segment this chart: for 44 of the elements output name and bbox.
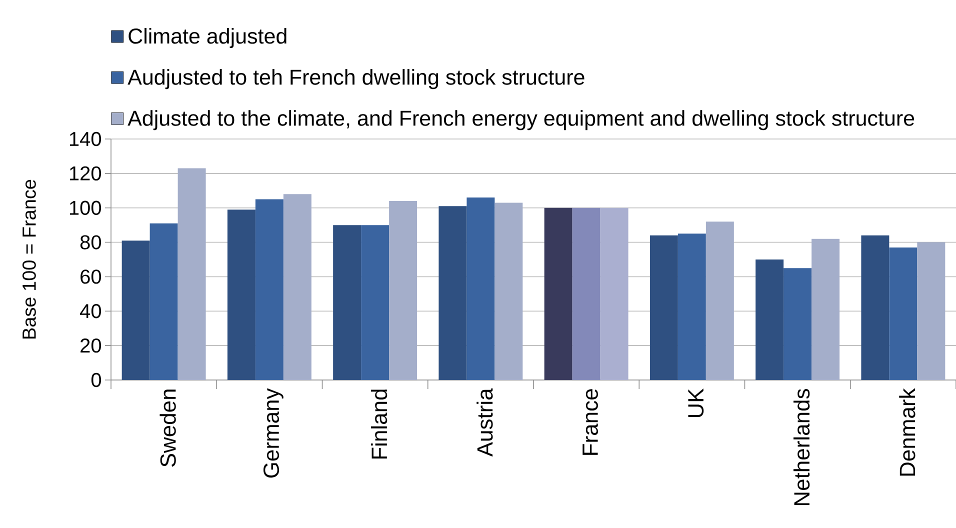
bar xyxy=(572,208,600,380)
bar xyxy=(678,234,706,380)
x-tick-label: Netherlands xyxy=(793,389,810,506)
bar xyxy=(178,168,206,380)
y-tick-label: 120 xyxy=(70,166,102,181)
bar xyxy=(784,268,812,380)
bar xyxy=(494,202,523,380)
legend-label: Adjusted to the climate, and French energy equipment and dwelling stock structure xyxy=(128,110,914,130)
bar xyxy=(283,194,312,380)
bar xyxy=(650,235,678,380)
bar xyxy=(706,222,734,380)
bar xyxy=(150,223,178,380)
y-tick-label: 0 xyxy=(91,372,102,388)
bar xyxy=(227,210,256,380)
y-tick-label: 140 xyxy=(70,132,102,146)
x-tick-label: Austria xyxy=(476,388,493,457)
y-tick-label: 40 xyxy=(80,304,102,318)
legend-label: Audjusted to teh French dwelling stock structure xyxy=(128,69,584,90)
bar xyxy=(544,208,572,380)
y-tick-label: 80 xyxy=(80,235,102,250)
bar xyxy=(438,206,467,380)
legend-label: Climate adjusted xyxy=(128,28,286,48)
x-tick-label: UK xyxy=(688,388,704,418)
y-axis-title: Base 100 = France xyxy=(22,180,36,338)
bar xyxy=(122,240,150,380)
x-tick-label: Denmark xyxy=(899,388,916,476)
bar xyxy=(361,225,390,380)
y-tick-label: 20 xyxy=(80,338,102,353)
bar xyxy=(466,198,495,380)
bar xyxy=(889,247,918,380)
x-tick-label: Finland xyxy=(370,390,388,459)
bar xyxy=(917,242,946,380)
bar xyxy=(812,238,840,380)
y-tick-label: 100 xyxy=(70,200,102,215)
bar xyxy=(861,235,890,380)
bar xyxy=(333,225,362,380)
bar xyxy=(389,200,418,380)
x-tick-label: Germany xyxy=(263,388,284,478)
bar xyxy=(255,199,284,380)
y-tick-label: 60 xyxy=(80,270,102,284)
x-tick-label: France xyxy=(582,389,598,455)
bar xyxy=(756,260,784,380)
x-tick-label: Sweden xyxy=(160,390,176,467)
bar xyxy=(600,208,628,380)
